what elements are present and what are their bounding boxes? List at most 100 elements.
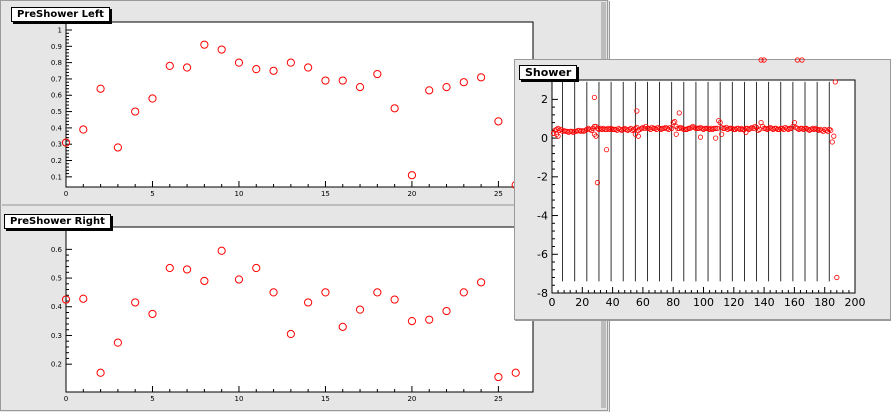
y-tick-label: -2 — [537, 171, 548, 184]
pad-preshower-left: 0 5 10 15 20 25 0.1 0.2 0.3 0.4 0.5 0.6 0.7 0.8 0.9 1 — [2, 2, 601, 203]
data-point — [286, 329, 295, 339]
data-point — [96, 84, 105, 93]
chart-preshower-right: 0 5 10 15 20 25 0.2 0.3 0.4 0.5 0.6 — [51, 226, 534, 403]
data-point — [711, 125, 717, 132]
pad-preshower-right: 0 5 10 15 20 25 0.2 0.3 0.4 0.5 0.6 — [2, 207, 601, 408]
data-point — [96, 368, 105, 377]
data-point — [131, 107, 140, 116]
data-point — [165, 263, 174, 273]
y-tick-label: 0.8 — [51, 59, 62, 67]
data-point — [717, 119, 723, 126]
data-point — [373, 69, 382, 79]
x-tick-label: 25 — [494, 190, 503, 198]
data-point — [355, 305, 365, 314]
canvas-inner-divider — [2, 204, 602, 206]
data-point — [61, 295, 71, 304]
data-point — [321, 288, 330, 297]
data-point — [494, 117, 503, 126]
data-point — [743, 129, 749, 135]
x-tick-label: 120 — [723, 296, 744, 309]
x-tick-label: 15 — [321, 190, 330, 198]
data-point — [477, 73, 486, 82]
data-point — [550, 130, 557, 136]
chart-shower: 0 20 40 60 80 100 120 140 160 180 200 -8 -6 -4 -2 0 2 — [537, 57, 866, 309]
x-tick-label: 0 — [64, 395, 68, 403]
x-tick-label: 10 — [235, 395, 244, 403]
y-tick-label: 0.1 — [51, 173, 62, 181]
y-tick-label: 0.4 — [51, 303, 63, 311]
y-tick-label: 0.5 — [51, 108, 62, 116]
x-tick-label: 0 — [64, 190, 68, 198]
y-tick-label: -4 — [537, 209, 548, 222]
data-point — [634, 108, 640, 114]
data-point — [791, 119, 797, 126]
data-point — [829, 139, 835, 145]
x-tick-label: 5 — [150, 190, 154, 198]
data-point — [425, 315, 434, 324]
x-tick-label: 20 — [407, 190, 416, 198]
x-tick-label: 40 — [606, 296, 620, 309]
title-preshower-left: PreShower Left — [11, 7, 110, 22]
data-point — [304, 298, 313, 307]
x-tick-label: 100 — [693, 296, 714, 309]
data-point — [555, 133, 561, 139]
data-point — [713, 125, 719, 132]
data-point — [673, 131, 679, 137]
data-point — [761, 57, 767, 63]
data-point — [719, 131, 725, 137]
data-point — [603, 147, 610, 153]
data-point — [304, 63, 313, 72]
x-tick-label: 140 — [754, 296, 775, 309]
x-tick-label: 20 — [407, 395, 416, 403]
data-point — [834, 274, 840, 281]
data-point — [200, 276, 209, 286]
data-point — [425, 86, 434, 95]
y-tick-label: 0.3 — [51, 332, 62, 340]
y-tick-label: 0.6 — [51, 92, 63, 100]
data-point — [321, 76, 330, 85]
data-point — [459, 78, 468, 87]
data-point — [79, 125, 88, 134]
data-point — [802, 125, 808, 132]
data-point — [494, 372, 503, 382]
plot-area — [65, 226, 534, 393]
data-point — [407, 171, 417, 180]
data-point — [252, 263, 261, 273]
data-point — [799, 57, 805, 63]
y-tick-label: 0.7 — [51, 75, 62, 83]
x-tick-label: 160 — [784, 296, 805, 309]
data-point — [338, 76, 347, 85]
data-point — [217, 246, 226, 255]
data-point — [758, 57, 764, 63]
data-point — [672, 119, 678, 125]
data-point — [591, 94, 598, 101]
data-point — [407, 317, 417, 326]
y-tick-label: 0.5 — [51, 275, 62, 283]
x-tick-label: 80 — [666, 296, 680, 309]
data-point — [511, 368, 520, 377]
data-point — [200, 40, 209, 49]
x-tick-label: 10 — [235, 190, 244, 198]
y-tick-label: 1 — [58, 26, 62, 34]
data-point — [234, 275, 244, 284]
y-tick-label: 0.2 — [51, 361, 62, 369]
data-point — [252, 65, 261, 74]
data-point — [148, 94, 157, 103]
pad-shower: 0 20 40 60 80 100 120 140 160 180 200 -8 -6 -4 -2 0 2 — [514, 57, 891, 320]
data-point — [390, 295, 399, 304]
data-point — [713, 135, 719, 141]
data-point — [338, 322, 347, 331]
data-point — [113, 338, 122, 347]
data-point — [828, 127, 834, 133]
data-point — [269, 66, 278, 75]
title-preshower-right: PreShower Right — [4, 214, 111, 229]
x-tick-label: 20 — [575, 296, 589, 309]
data-point — [832, 79, 838, 85]
data-point — [477, 278, 486, 287]
data-point — [182, 265, 192, 274]
x-tick-label: 180 — [814, 296, 835, 309]
data-point — [113, 143, 122, 152]
data-point — [79, 294, 88, 303]
data-point — [131, 298, 140, 307]
data-point — [217, 45, 226, 54]
